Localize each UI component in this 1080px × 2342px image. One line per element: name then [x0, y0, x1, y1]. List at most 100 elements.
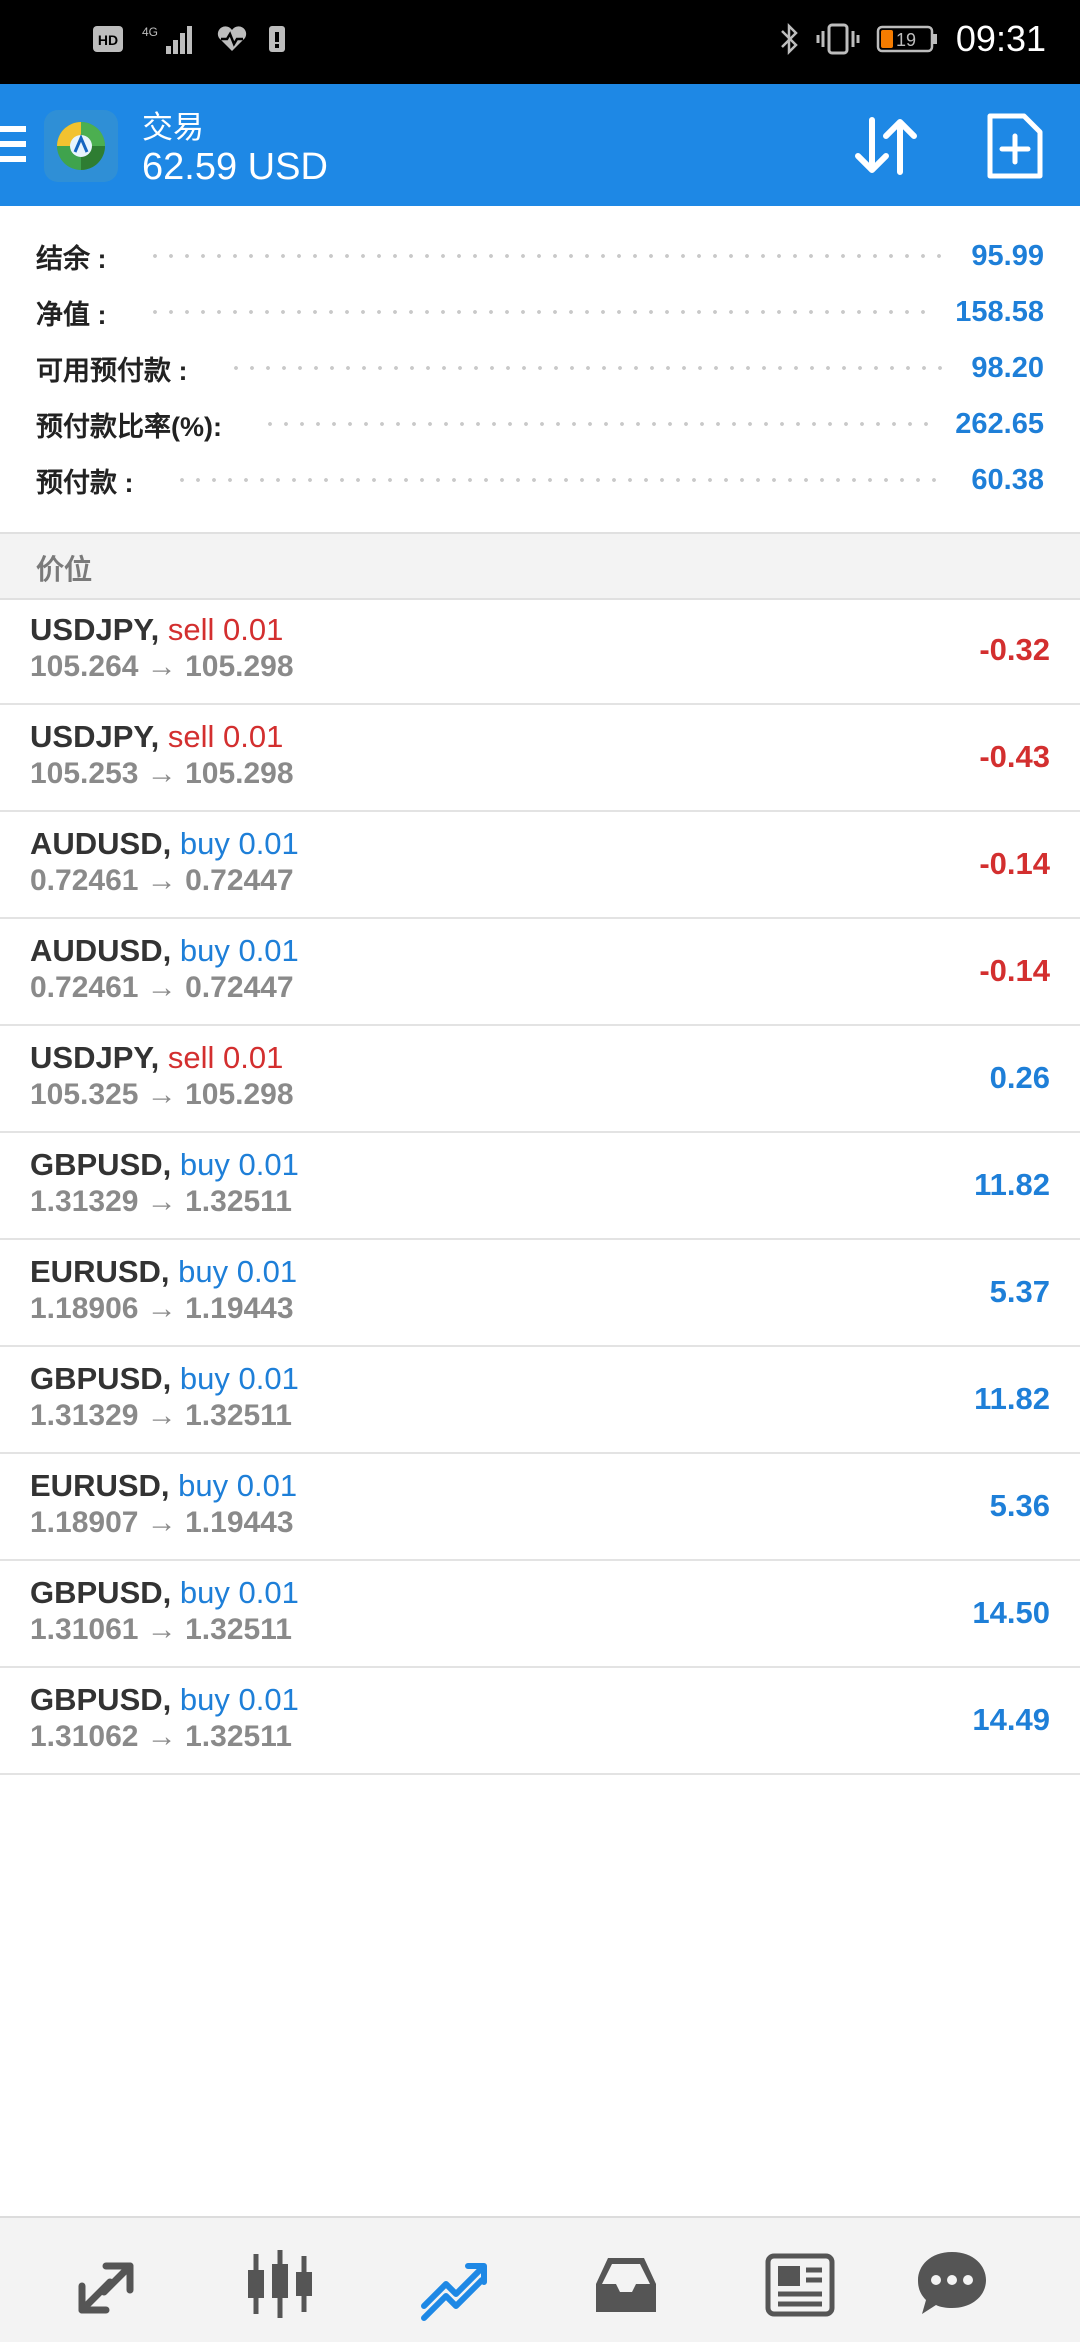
position-type: buy 0.01: [179, 1147, 299, 1182]
summary-row-equity: 净值 : 158.58: [36, 292, 1044, 332]
chart-icon[interactable]: [242, 2246, 318, 2322]
position-type: buy 0.01: [179, 826, 299, 861]
status-left-icons: HD 4G: [92, 22, 288, 56]
position-symbol: EURUSD,: [30, 1468, 170, 1503]
menu-icon[interactable]: [0, 126, 26, 162]
dot-leader: [146, 254, 948, 258]
summary-row-balance: 结余 : 95.99: [36, 236, 1044, 276]
position-row[interactable]: EURUSD, buy 0.01 1.18907 → 1.19443 5.36: [0, 1454, 1080, 1561]
position-type: buy 0.01: [179, 1575, 299, 1610]
position-type: buy 0.01: [178, 1468, 298, 1503]
summary-row-free-margin: 可用预付款 : 98.20: [36, 348, 1044, 388]
section-title: 价位: [36, 554, 93, 585]
summary-value: 60.38: [971, 463, 1044, 496]
summary-label: 可用预付款 :: [36, 355, 188, 386]
summary-label: 预付款比率(%):: [36, 411, 222, 442]
history-icon[interactable]: [588, 2246, 664, 2322]
chat-icon[interactable]: [914, 2246, 990, 2322]
status-right-icons: 19 09:31: [778, 18, 1046, 60]
quotes-icon[interactable]: [70, 2246, 146, 2322]
svg-text:19: 19: [896, 30, 916, 50]
news-icon[interactable]: [762, 2246, 838, 2322]
position-profit: -0.43: [979, 739, 1050, 774]
metatrader-logo: [44, 110, 118, 182]
notification-icon: [269, 26, 285, 52]
positions-section-header: 价位: [0, 532, 1080, 600]
summary-value: 95.99: [971, 239, 1044, 272]
account-summary: 结余 : 95.99 净值 : 158.58 可用预付款 : 98.20 预付款…: [0, 206, 1080, 532]
position-type: sell 0.01: [167, 1040, 284, 1075]
account-balance: 62.59 USD: [142, 146, 328, 188]
hd-icon: HD: [93, 26, 123, 52]
positions-list: USDJPY, sell 0.01 105.264 → 105.298 -0.3…: [0, 598, 1080, 1775]
position-prices: 105.253 → 105.298: [30, 757, 294, 790]
position-type: buy 0.01: [179, 1361, 299, 1396]
signal-icon: 4G: [142, 25, 192, 54]
position-row[interactable]: AUDUSD, buy 0.01 0.72461 → 0.72447 -0.14: [0, 919, 1080, 1026]
position-row[interactable]: GBPUSD, buy 0.01 1.31062 → 1.32511 14.49: [0, 1668, 1080, 1775]
position-prices: 1.31329 → 1.32511: [30, 1399, 292, 1432]
position-prices: 1.31062 → 1.32511: [30, 1720, 292, 1753]
position-prices: 1.31061 → 1.32511: [30, 1613, 292, 1646]
status-bar: HD 4G 19: [0, 0, 1080, 84]
summary-value: 262.65: [955, 407, 1044, 440]
trade-icon[interactable]: [416, 2246, 492, 2322]
app-header: 交易 62.59 USD: [0, 84, 1080, 206]
new-order-icon[interactable]: [980, 106, 1050, 186]
position-profit: -0.32: [979, 632, 1050, 667]
svg-text:HD: HD: [98, 32, 118, 48]
position-profit: -0.14: [979, 846, 1050, 881]
health-icon: [217, 26, 247, 51]
position-type: buy 0.01: [178, 1254, 298, 1289]
summary-value: 98.20: [971, 351, 1044, 384]
position-symbol: AUDUSD,: [30, 933, 172, 968]
position-row[interactable]: USDJPY, sell 0.01 105.325 → 105.298 0.26: [0, 1026, 1080, 1133]
position-symbol: AUDUSD,: [30, 826, 172, 861]
position-symbol: EURUSD,: [30, 1254, 170, 1289]
sort-icon[interactable]: [846, 106, 926, 186]
position-row[interactable]: AUDUSD, buy 0.01 0.72461 → 0.72447 -0.14: [0, 812, 1080, 919]
summary-value: 158.58: [955, 295, 1044, 328]
battery-icon: 19: [876, 25, 937, 53]
position-prices: 1.18907 → 1.19443: [30, 1506, 294, 1539]
position-row[interactable]: GBPUSD, buy 0.01 1.31061 → 1.32511 14.50: [0, 1561, 1080, 1668]
position-profit: -0.14: [979, 953, 1050, 988]
position-profit: 14.49: [972, 1702, 1050, 1737]
dot-leader: [173, 478, 948, 482]
position-prices: 1.18906 → 1.19443: [30, 1292, 294, 1325]
position-symbol: USDJPY,: [30, 1040, 160, 1075]
summary-row-margin: 预付款 : 60.38: [36, 460, 1044, 500]
position-profit: 0.26: [989, 1060, 1050, 1095]
position-symbol: GBPUSD,: [30, 1682, 172, 1717]
position-profit: 5.37: [989, 1274, 1050, 1309]
position-prices: 105.325 → 105.298: [30, 1078, 294, 1111]
position-row[interactable]: USDJPY, sell 0.01 105.253 → 105.298 -0.4…: [0, 705, 1080, 812]
position-prices: 0.72461 → 0.72447: [30, 864, 294, 897]
position-profit: 11.82: [974, 1381, 1050, 1416]
position-row[interactable]: GBPUSD, buy 0.01 1.31329 → 1.32511 11.82: [0, 1347, 1080, 1454]
position-profit: 11.82: [974, 1167, 1050, 1202]
dot-leader: [146, 310, 932, 314]
clock: 09:31: [955, 18, 1046, 59]
position-row[interactable]: EURUSD, buy 0.01 1.18906 → 1.19443 5.37: [0, 1240, 1080, 1347]
position-prices: 0.72461 → 0.72447: [30, 971, 294, 1004]
summary-label: 预付款 :: [36, 467, 134, 498]
position-type: buy 0.01: [179, 1682, 299, 1717]
position-prices: 1.31329 → 1.32511: [30, 1185, 292, 1218]
position-type: buy 0.01: [179, 933, 299, 968]
vibrate-icon: [816, 23, 860, 55]
position-symbol: USDJPY,: [30, 719, 160, 754]
position-row[interactable]: GBPUSD, buy 0.01 1.31329 → 1.32511 11.82: [0, 1133, 1080, 1240]
position-symbol: GBPUSD,: [30, 1147, 172, 1182]
position-profit: 14.50: [972, 1595, 1050, 1630]
svg-text:4G: 4G: [142, 25, 158, 39]
position-symbol: GBPUSD,: [30, 1361, 172, 1396]
position-row[interactable]: USDJPY, sell 0.01 105.264 → 105.298 -0.3…: [0, 598, 1080, 705]
position-symbol: GBPUSD,: [30, 1575, 172, 1610]
position-symbol: USDJPY,: [30, 612, 160, 647]
position-prices: 105.264 → 105.298: [30, 650, 294, 683]
dot-leader: [227, 366, 948, 370]
position-type: sell 0.01: [167, 612, 284, 647]
summary-label: 结余 :: [36, 243, 107, 274]
bluetooth-icon: [781, 22, 798, 56]
